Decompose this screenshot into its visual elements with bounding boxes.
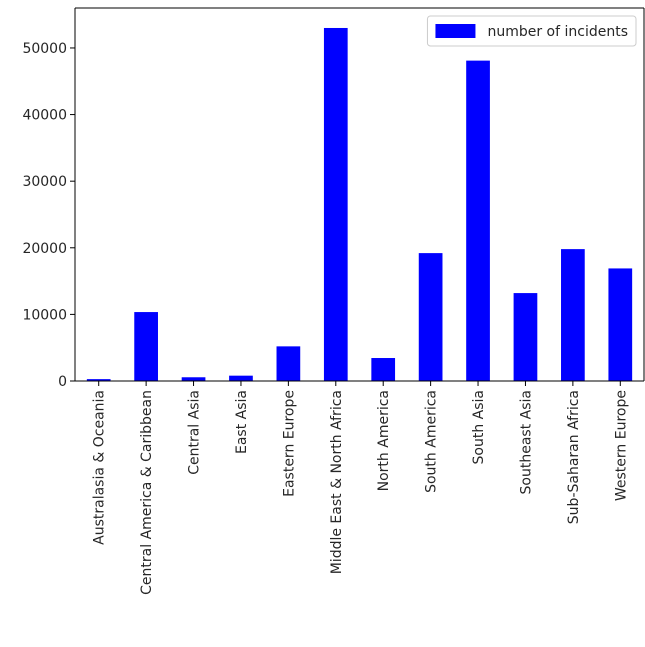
- x-tick-label-0: Australasia & Oceania: [92, 390, 108, 545]
- x-tick-label-5: Middle East & North Africa: [329, 390, 345, 574]
- legend-label: number of incidents: [487, 24, 628, 40]
- bar-1: [134, 312, 158, 381]
- x-tick-label-7: South America: [424, 390, 440, 493]
- bar-11: [608, 268, 633, 381]
- x-tick-label-8: South Asia: [471, 390, 487, 464]
- bar-2: [181, 377, 206, 381]
- legend: number of incidents: [426, 15, 637, 47]
- x-tick-label-1: Central America & Caribbean: [139, 390, 155, 595]
- bars-group: [86, 27, 633, 382]
- x-tick-label-6: North America: [376, 390, 392, 491]
- bar-10: [561, 249, 585, 381]
- bar-0: [86, 379, 111, 381]
- y-tick-label-4: 40000: [22, 108, 67, 124]
- bar-7: [418, 253, 443, 381]
- bar-8: [466, 60, 490, 382]
- bar-5: [323, 27, 348, 381]
- x-tick-label-9: Southeast Asia: [518, 390, 534, 494]
- y-tick-label-5: 50000: [22, 41, 67, 57]
- legend-swatch: [435, 24, 476, 38]
- bar-3: [229, 375, 253, 381]
- x-tick-label-11: Western Europe: [613, 390, 629, 501]
- x-tick-label-10: Sub-Saharan Africa: [566, 390, 582, 524]
- y-tick-label-3: 30000: [22, 174, 67, 190]
- x-tick-label-4: Eastern Europe: [281, 390, 297, 497]
- bar-9: [513, 293, 538, 381]
- y-axis: 0 10000 20000 30000 40000 50000: [22, 41, 75, 390]
- y-tick-label-0: 0: [58, 374, 67, 390]
- y-tick-label-1: 10000: [22, 307, 67, 323]
- x-axis: Australasia & Oceania Central America & C…: [92, 381, 629, 595]
- bar-4: [276, 346, 301, 381]
- bar-6: [371, 358, 396, 381]
- x-tick-label-2: Central Asia: [187, 390, 203, 475]
- x-tick-label-3: East Asia: [234, 390, 250, 454]
- legend-box: [426, 15, 637, 47]
- plot-frame: [74, 7, 645, 382]
- y-tick-label-2: 20000: [22, 241, 67, 257]
